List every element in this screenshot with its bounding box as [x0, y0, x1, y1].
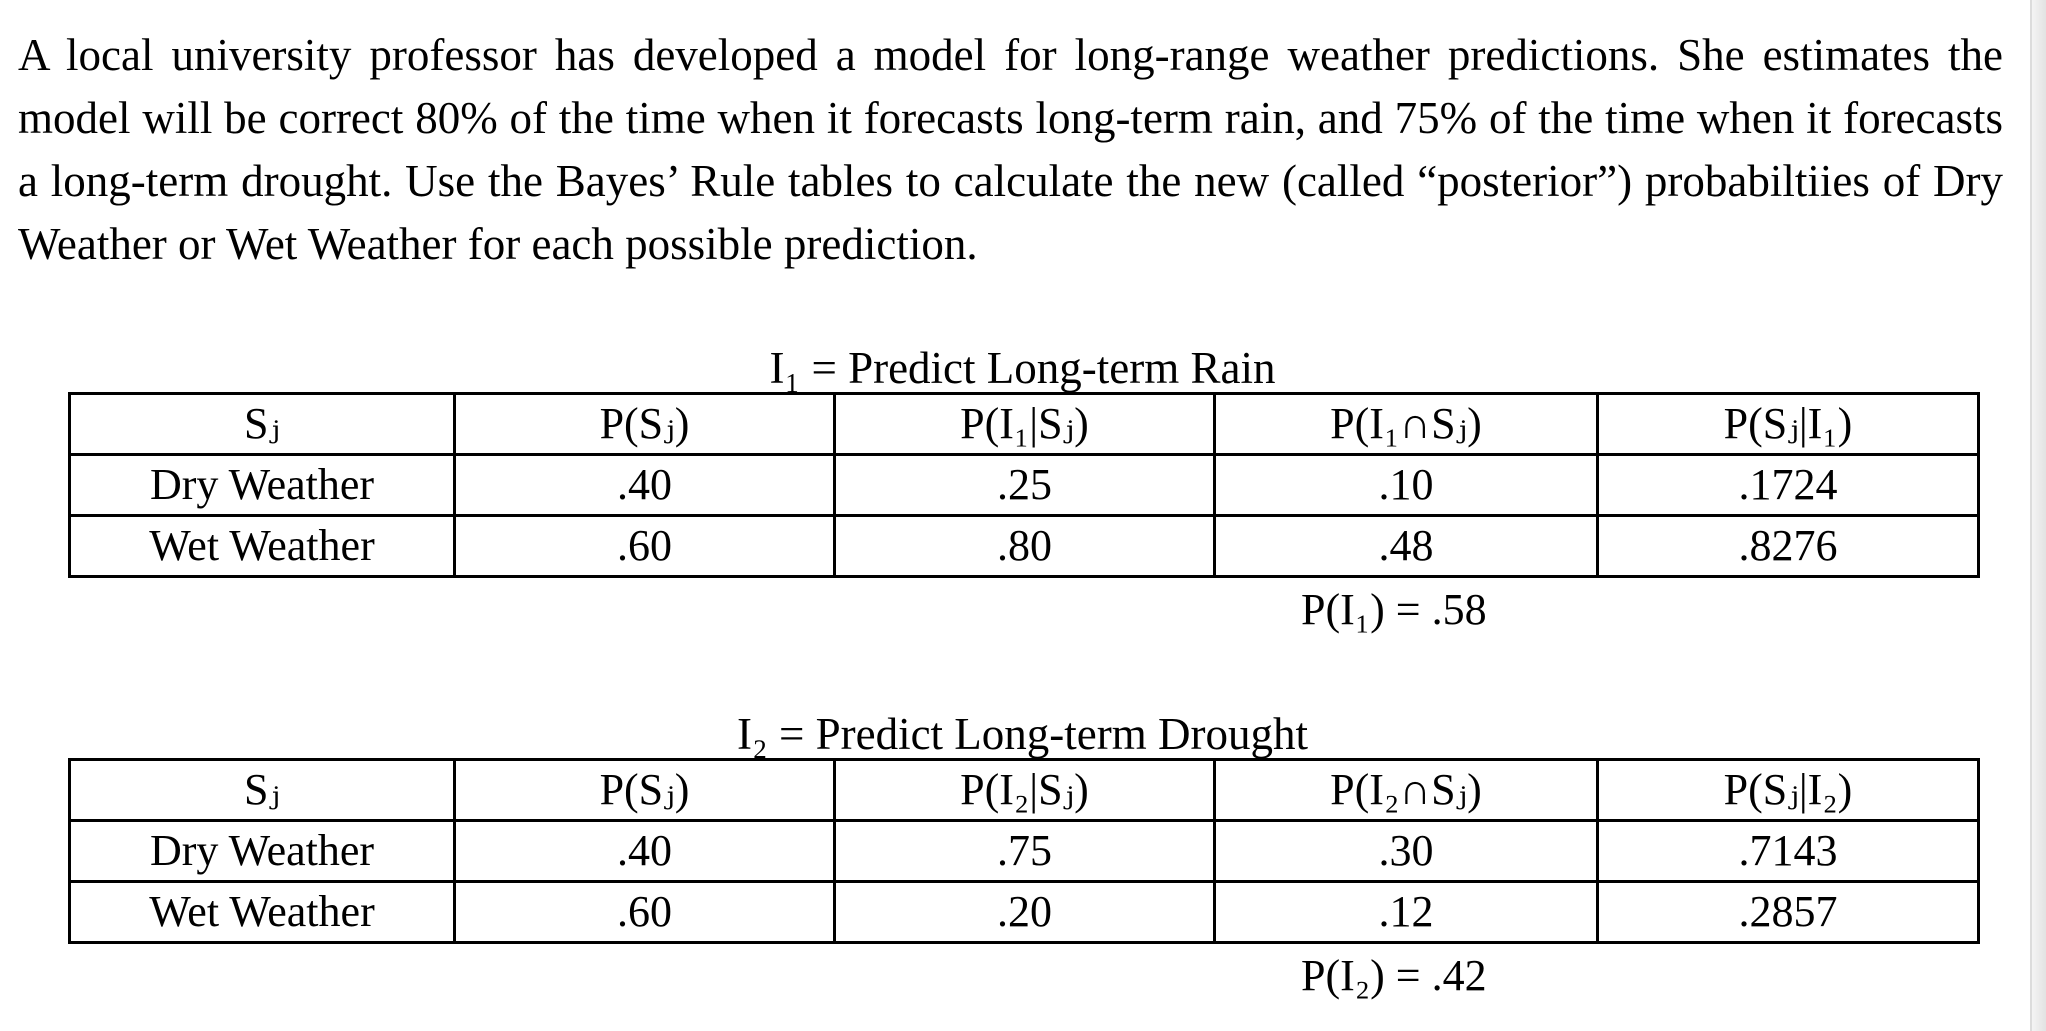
- header-cell: Sⱼ: [68, 392, 456, 456]
- marginal-probability-total: P(I₂) = .42: [1301, 951, 1487, 1000]
- table-cell: .2857: [1596, 880, 1980, 944]
- header-cell: P(Sⱼ|I₁): [1596, 392, 1980, 456]
- bayes-table-block-rain: I₁ = Predict Long-term Rain Sⱼ P(Sⱼ) P(I…: [68, 340, 1980, 640]
- table-cell: .60: [453, 514, 836, 578]
- table-row: Wet Weather .60 .20 .12 .2857: [68, 880, 1980, 944]
- table-cell: Wet Weather: [68, 880, 456, 944]
- table-cell: Dry Weather: [68, 819, 456, 883]
- table-cell: .8276: [1596, 514, 1980, 578]
- table-cell: .75: [833, 819, 1216, 883]
- table-title: I₁ = Predict Long-term Rain: [769, 343, 1276, 393]
- table-cell: .7143: [1596, 819, 1980, 883]
- table-cell: .80: [833, 514, 1216, 578]
- page-edge-margin: [2032, 0, 2046, 1031]
- table-cell: Dry Weather: [68, 453, 456, 517]
- header-cell: P(Sⱼ|I₂): [1596, 758, 1980, 822]
- table-cell: .40: [453, 453, 836, 517]
- table-row: Dry Weather .40 .75 .30 .7143: [68, 819, 1980, 883]
- table-cell: .10: [1213, 453, 1599, 517]
- table-cell: .25: [833, 453, 1216, 517]
- table-cell: .20: [833, 880, 1216, 944]
- marginal-probability-total: P(I₁) = .58: [1301, 585, 1487, 634]
- table-cell: .12: [1213, 880, 1599, 944]
- table-header-row: Sⱼ P(Sⱼ) P(I₂|Sⱼ) P(I₂∩Sⱼ) P(Sⱼ|I₂): [68, 758, 1980, 822]
- header-cell: P(I₂|Sⱼ): [833, 758, 1216, 822]
- header-cell: Sⱼ: [68, 758, 456, 822]
- table-cell: Wet Weather: [68, 514, 456, 578]
- header-cell: P(Sⱼ): [453, 392, 836, 456]
- table-row: Wet Weather .60 .80 .48 .8276: [68, 514, 1980, 578]
- table-title: I₂ = Predict Long-term Drought: [737, 709, 1308, 759]
- problem-statement: A local university professor has develop…: [18, 30, 2003, 269]
- table-row: Dry Weather .40 .25 .10 .1724: [68, 453, 1980, 517]
- bayes-table: Sⱼ P(Sⱼ) P(I₂|Sⱼ) P(I₂∩Sⱼ) P(Sⱼ|I₂) Dry …: [68, 758, 1980, 944]
- header-cell: P(I₁∩Sⱼ): [1213, 392, 1599, 456]
- page-edge-divider: [2030, 0, 2032, 1031]
- table-cell: .60: [453, 880, 836, 944]
- header-cell: P(I₂∩Sⱼ): [1213, 758, 1599, 822]
- table-cell: .30: [1213, 819, 1599, 883]
- header-cell: P(I₁|Sⱼ): [833, 392, 1216, 456]
- table-cell: .1724: [1596, 453, 1980, 517]
- table-cell: .48: [1213, 514, 1599, 578]
- header-cell: P(Sⱼ): [453, 758, 836, 822]
- table-header-row: Sⱼ P(Sⱼ) P(I₁|Sⱼ) P(I₁∩Sⱼ) P(Sⱼ|I₁): [68, 392, 1980, 456]
- bayes-table-block-drought: I₂ = Predict Long-term Drought Sⱼ P(Sⱼ) …: [68, 706, 1980, 1006]
- bayes-table: Sⱼ P(Sⱼ) P(I₁|Sⱼ) P(I₁∩Sⱼ) P(Sⱼ|I₁) Dry …: [68, 392, 1980, 578]
- table-cell: .40: [453, 819, 836, 883]
